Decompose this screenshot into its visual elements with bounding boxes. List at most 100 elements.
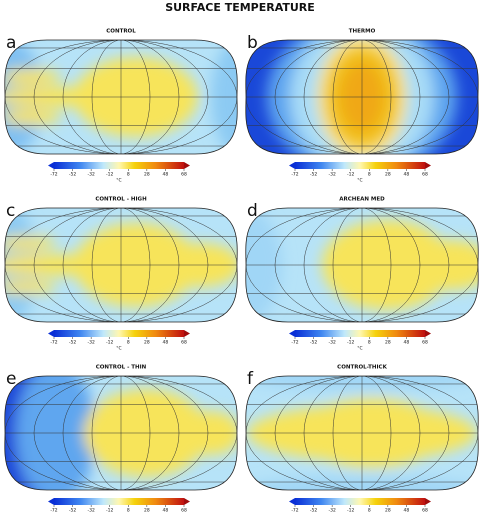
temperature-region — [4, 208, 41, 322]
meridian — [33, 208, 209, 322]
colorbar-tick-label: 28 — [144, 508, 150, 512]
temperature-region — [4, 69, 61, 85]
colorbar — [54, 330, 184, 337]
panel-title: ARCHEAN MED — [339, 197, 385, 203]
colorbar-tick-label: -72 — [50, 172, 57, 178]
meridian — [274, 40, 450, 154]
colorbar-tick-label: 68 — [422, 340, 428, 346]
colorbar-end — [425, 330, 431, 337]
colorbar-end — [425, 498, 431, 505]
colorbar-unit: °C — [357, 178, 362, 184]
map-outline — [4, 207, 238, 323]
temperature-region — [211, 40, 238, 154]
colorbar-tick-label: 8 — [368, 172, 371, 178]
meridian — [303, 40, 421, 154]
map — [245, 40, 479, 154]
map-outline — [245, 207, 479, 323]
colorbar-tick-label: 68 — [181, 340, 187, 346]
colorbar-tick-label: 48 — [404, 508, 410, 512]
colorbar-tick-label: 8 — [368, 508, 371, 512]
colorbar-end — [184, 162, 190, 169]
colorbar-tick-label: -52 — [310, 172, 317, 178]
colorbar — [295, 162, 425, 169]
colorbar-tick-label: 68 — [181, 508, 187, 512]
colorbar-end — [184, 498, 190, 505]
colorbar-tick-label: 28 — [144, 172, 150, 178]
map-outline — [245, 375, 479, 491]
meridian — [274, 376, 450, 490]
panel: CONTROL - HIGH c -72 -52 -32 -12 8 28 48 68 °C — [4, 197, 238, 352]
panel-label: e — [6, 369, 16, 389]
meridian — [303, 376, 421, 490]
colorbar-tick-label: 8 — [127, 340, 130, 346]
panel-title: CONTROL — [106, 29, 136, 35]
map — [4, 40, 238, 154]
colorbar-tick-label: -72 — [50, 508, 57, 512]
colorbar-tick-label: -72 — [291, 340, 298, 346]
temperature-region — [4, 109, 61, 125]
colorbar-tick-label: -52 — [69, 508, 76, 512]
panel-label: d — [247, 201, 258, 221]
panel-label: b — [247, 33, 258, 53]
map — [4, 208, 238, 322]
colorbar — [54, 162, 184, 169]
colorbar-tick-label: -72 — [291, 172, 298, 178]
meridian — [91, 40, 151, 154]
map — [245, 208, 479, 322]
meridian — [62, 208, 180, 322]
panel-label: f — [247, 369, 254, 389]
colorbar-tick-label: 8 — [368, 340, 371, 346]
colorbar-tick-label: -52 — [310, 508, 317, 512]
figure-title: SURFACE TEMPERATURE — [165, 1, 315, 14]
panel: THERMO b -72 -52 -32 -12 8 28 48 68 °C — [245, 29, 479, 184]
colorbar-tick-label: -72 — [291, 508, 298, 512]
colorbar-end — [48, 498, 54, 505]
colorbar-tick-label: -32 — [87, 172, 94, 178]
meridian — [332, 208, 392, 322]
colorbar-tick-label: -52 — [310, 340, 317, 346]
colorbar-tick-label: 68 — [181, 172, 187, 178]
panel-title: CONTROL-THICK — [337, 365, 387, 371]
colorbar — [295, 330, 425, 337]
panel-title: CONTROL - THIN — [96, 365, 147, 371]
panel-label: a — [6, 33, 16, 53]
colorbar-tick-label: 48 — [163, 172, 169, 178]
meridian — [303, 208, 421, 322]
meridian — [33, 40, 209, 154]
colorbar-tick-label: 48 — [163, 508, 169, 512]
meridian — [91, 208, 151, 322]
meridian — [62, 40, 180, 154]
meridian — [332, 376, 392, 490]
colorbar-tick-label: 48 — [404, 340, 410, 346]
colorbar-tick-label: -52 — [69, 172, 76, 178]
colorbar-tick-label: -32 — [87, 340, 94, 346]
temperature-region — [245, 208, 282, 322]
map-outline — [245, 39, 479, 155]
colorbar-tick-label: -12 — [106, 172, 113, 178]
colorbar-tick-label: -32 — [328, 340, 335, 346]
map-outline — [4, 39, 238, 155]
colorbar-tick-label: 68 — [422, 172, 428, 178]
colorbar-tick-label: -12 — [347, 508, 354, 512]
colorbar-tick-label: 8 — [127, 508, 130, 512]
temperature-region — [245, 376, 479, 390]
map — [4, 376, 238, 490]
meridian — [91, 376, 151, 490]
panel: CONTROL a -72 -52 -32 -12 8 28 48 68 °C — [4, 29, 238, 184]
colorbar — [295, 498, 425, 505]
colorbar-end — [425, 162, 431, 169]
colorbar-unit: °C — [116, 346, 121, 352]
colorbar-tick-label: 28 — [385, 508, 391, 512]
meridian — [332, 40, 392, 154]
colorbar-end — [184, 330, 190, 337]
meridian — [33, 376, 209, 490]
colorbar-tick-label: -12 — [347, 340, 354, 346]
panel-title: CONTROL - HIGH — [95, 197, 147, 203]
meridian — [62, 376, 180, 490]
colorbar-tick-label: 48 — [163, 340, 169, 346]
temperature-region — [245, 476, 479, 490]
temperature-region — [4, 40, 46, 154]
colorbar-tick-label: -32 — [87, 508, 94, 512]
